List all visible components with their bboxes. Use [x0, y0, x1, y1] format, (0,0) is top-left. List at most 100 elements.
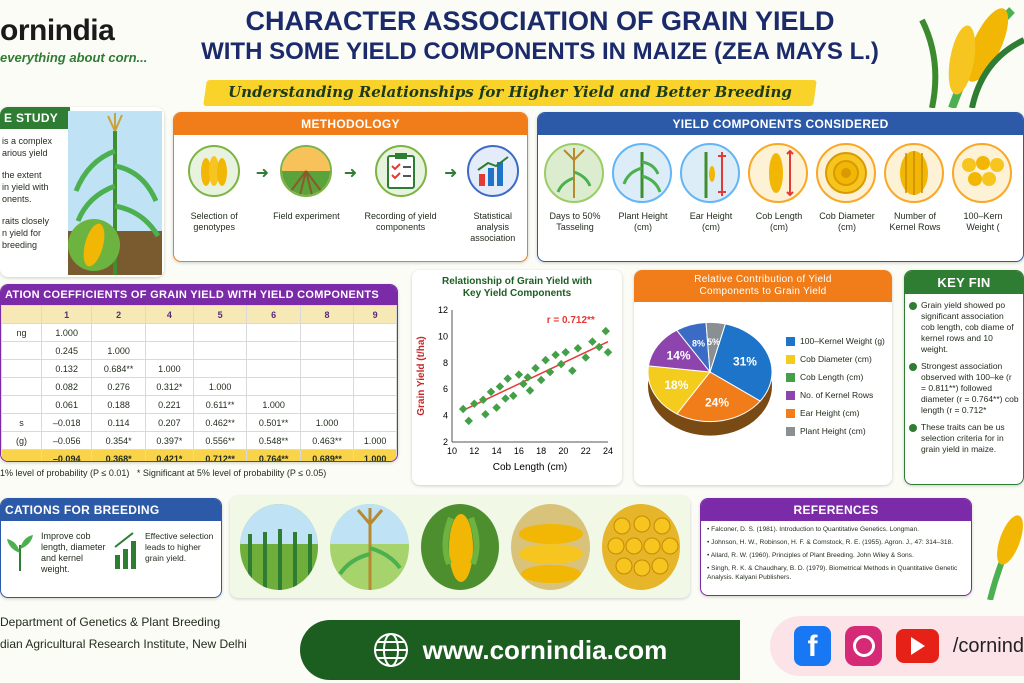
- legend-label: No. of Kernel Rows: [800, 390, 874, 400]
- website-banner[interactable]: www.cornindia.com: [300, 620, 740, 680]
- bar-chart-icon: [466, 145, 519, 197]
- trend-line: [462, 341, 609, 411]
- methodology-header: METHODOLOGY: [174, 113, 527, 135]
- y-tick-label: 6: [443, 384, 448, 394]
- legend-item: Ear Height (cm): [786, 408, 890, 418]
- r-annotation: r = 0.712**: [547, 315, 595, 326]
- brand-logo[interactable]: ornindia everything about corn...: [0, 14, 160, 65]
- reference-item: • Singh, R. K. & Chaudhary, B. D. (1979)…: [707, 565, 958, 581]
- correlation-card: ATION COEFFICIENTS OF GRAIN YIELD WITH Y…: [0, 284, 398, 462]
- legend-swatch: [786, 426, 795, 436]
- data-point: [545, 367, 555, 377]
- x-tick-label: 12: [469, 446, 479, 456]
- finding-item: These traits can be us selection criteri…: [909, 422, 1019, 455]
- pie-slice-label: 24%: [705, 395, 729, 409]
- data-point: [568, 366, 577, 375]
- y-tick-label: 8: [443, 358, 448, 368]
- reference-item: • Allard, R. W. (1960). Principles of Pl…: [707, 552, 914, 559]
- legend-item: 100–Kernel Weight (g): [786, 336, 890, 346]
- pie-slice-label: 31%: [733, 354, 757, 368]
- study-card: E STUDY is a complex arious yield the ext…: [0, 107, 164, 277]
- component-item: Days to 50% Tasseling: [544, 143, 606, 233]
- instagram-icon[interactable]: [845, 626, 883, 666]
- x-tick-label: 10: [447, 446, 457, 456]
- table-row: (g) –0.056 0.354* 0.397* 0.556** 0.548** 0.463…: [1, 431, 397, 450]
- data-point: [470, 399, 479, 408]
- references-header: REFERENCES: [701, 499, 971, 521]
- y-tick-label: 4: [443, 411, 448, 421]
- study-header: E STUDY: [0, 107, 70, 129]
- legend-label: Plant Height (cm): [800, 426, 866, 436]
- website-link[interactable]: www.cornindia.com: [422, 634, 668, 665]
- legend-label: 100–Kernel Weight (g): [800, 336, 885, 346]
- data-point: [495, 382, 505, 391]
- youtube-icon[interactable]: [896, 629, 939, 663]
- tassel-photo-icon: [330, 504, 409, 590]
- component-item: 100–Kern Weight (: [952, 143, 1014, 233]
- y-tick-label: 2: [443, 437, 448, 447]
- bullet-icon: [909, 424, 917, 432]
- kernel-rows-icon: [884, 143, 944, 203]
- x-axis-label: Cob Length (cm): [493, 462, 567, 473]
- data-point: [481, 410, 490, 419]
- arrow-icon: ➜: [443, 165, 458, 182]
- data-point: [519, 379, 528, 389]
- x-tick-label: 18: [536, 446, 546, 456]
- component-item: Plant Height (cm): [612, 143, 674, 233]
- plant-icon: [612, 143, 672, 203]
- pie-slice-label: 5%: [707, 337, 720, 347]
- kernels-photo-icon: [601, 504, 681, 590]
- cob-on-plant-photo-icon: [420, 504, 500, 590]
- footer-dept: Department of Genetics & Plant Breeding …: [0, 615, 247, 651]
- pie-slice-label: 8%: [692, 339, 705, 349]
- data-point: [581, 353, 590, 362]
- data-point: [514, 370, 524, 379]
- y-tick-label: 12: [438, 305, 448, 315]
- data-point: [588, 337, 597, 346]
- seedling-icon: [7, 535, 33, 571]
- data-point: [531, 363, 540, 373]
- data-point: [486, 387, 496, 397]
- harvested-cobs-photo-icon: [511, 504, 590, 590]
- table-row: 0.245 1.000: [1, 341, 397, 360]
- facebook-icon[interactable]: f: [794, 626, 832, 666]
- x-tick-label: 14: [492, 446, 502, 456]
- findings-card: KEY FIN Grain yield showed po significan…: [904, 270, 1024, 485]
- method-step: Selection of genotypes: [175, 145, 253, 244]
- x-tick-label: 20: [558, 446, 568, 456]
- pie-legend: 100–Kernel Weight (g) Cob Diameter (cm) Co…: [786, 336, 890, 444]
- title-line1: CHARACTER ASSOCIATION OF GRAIN YIELD: [245, 6, 835, 36]
- scatter-card: Relationship of Grain Yield with Key Yie…: [412, 270, 622, 485]
- photo-strip: [230, 496, 690, 598]
- implication-text: Effective selection leads to higher grai…: [145, 531, 214, 563]
- table-row: 0.132 0.684** 1.000: [1, 359, 397, 378]
- finding-item: Strongest association observed with 100–…: [909, 361, 1019, 416]
- corn-decoration-icon: [919, 7, 1024, 108]
- social-handle[interactable]: /cornind: [952, 634, 1024, 657]
- bullet-icon: [909, 363, 917, 371]
- method-step: Field experiment: [271, 145, 341, 244]
- brand-tagline: everything about corn...: [0, 50, 148, 65]
- growth-chart-icon: [114, 532, 136, 569]
- scatter-title: Relationship of Grain Yield with Key Yie…: [442, 276, 593, 299]
- method-step: Statistical analysis association: [460, 145, 526, 244]
- data-point: [458, 404, 468, 414]
- findings-header: KEY FIN: [905, 271, 1023, 294]
- subtitle: Understanding Relationships for Higher Y…: [228, 83, 792, 101]
- data-point: [536, 375, 546, 385]
- table-row: 0.061 0.188 0.221 0.611** 1.000: [1, 395, 397, 414]
- implications-header: CATIONS FOR BREEDING: [1, 499, 221, 521]
- data-point: [541, 355, 550, 365]
- x-tick-label: 22: [581, 446, 591, 456]
- pie-slice-label: 18%: [664, 378, 688, 392]
- cob-diameter-icon: [816, 143, 876, 203]
- table-row: ng 1.000: [1, 323, 397, 342]
- legend-item: Plant Height (cm): [786, 426, 890, 436]
- data-point: [556, 359, 566, 369]
- arrow-icon: ➜: [343, 165, 358, 182]
- y-tick-label: 10: [438, 331, 448, 341]
- reference-item: • Johnson, H. W., Robinson, H. F. & Coms…: [707, 539, 954, 546]
